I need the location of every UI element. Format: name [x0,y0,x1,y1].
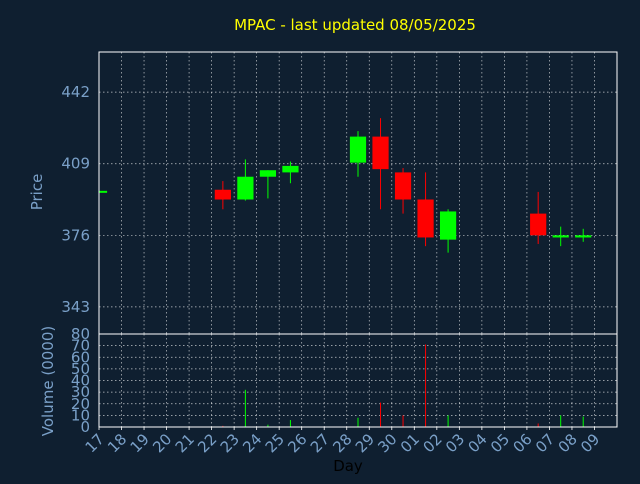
volume-tick-label: 10 [71,406,90,424]
volume-bars [222,344,584,427]
volume-tick-label: 20 [71,395,90,413]
volume-tick-label: 80 [71,325,90,343]
price-tick-label: 343 [61,298,90,316]
volume-axis-label: Volume (0000) [39,326,57,436]
volume-tick-label: 50 [71,360,90,378]
price-axis-ticks: 343 376 409 442 [61,83,90,316]
price-grid [99,52,617,334]
candle-body [575,235,592,238]
candle-body [417,199,434,238]
day-axis-ticks: 1718192021222324252627282930010203040506… [82,427,603,456]
x-axis-label: Day [333,457,363,475]
price-axis-label: Price [28,174,46,211]
candle-body [372,136,389,170]
volume-tick-label: 60 [71,348,90,366]
volume-grid [99,333,617,428]
price-panel-frame [98,51,618,335]
price-tick-label: 409 [61,155,90,173]
candle-body [349,136,367,163]
volume-tick-label: 30 [71,383,90,401]
candle-body [439,211,457,240]
candle-body [552,235,569,238]
candle-body [259,170,277,177]
candle-body [394,172,412,200]
chart-title: MPAC - last updated 08/05/2025 [234,16,476,34]
candles [99,118,592,253]
volume-panel-frame [98,333,618,428]
volume-tick-label: 40 [71,372,90,390]
candle-body [214,189,231,200]
candle-body [282,165,299,173]
candle-body [99,190,108,193]
volume-tick-label: 0 [80,418,90,436]
candle-body [530,213,547,236]
price-tick-label: 376 [61,226,90,244]
volume-tick-label: 70 [71,337,90,355]
price-tick-label: 442 [61,83,90,101]
x-tick-label: 09 [577,430,603,456]
candle-body [237,176,254,200]
